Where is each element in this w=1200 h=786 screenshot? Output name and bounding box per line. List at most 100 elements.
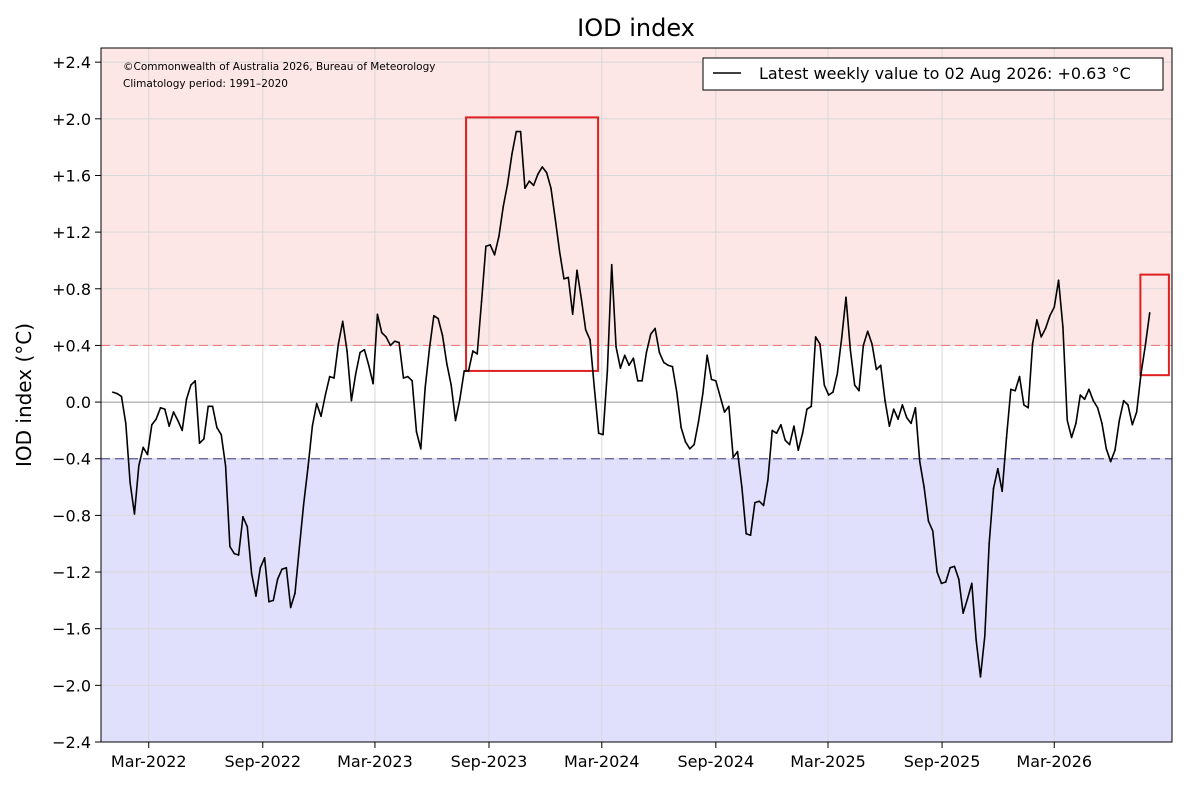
- data-point: [957, 578, 960, 580]
- y-tick-label: −0.4: [52, 450, 91, 469]
- data-point: [554, 218, 557, 221]
- data-point: [506, 183, 509, 185]
- data-point: [710, 378, 713, 381]
- data-point: [255, 595, 257, 597]
- data-point: [450, 384, 452, 386]
- data-point: [840, 337, 843, 340]
- data-point: [341, 320, 344, 323]
- data-point: [337, 343, 340, 345]
- data-point: [1079, 394, 1082, 396]
- data-point: [272, 599, 275, 602]
- data-point: [172, 411, 175, 413]
- data-point: [216, 426, 218, 429]
- data-point: [649, 333, 652, 335]
- data-point: [619, 367, 622, 369]
- x-tick-label: Mar-2023: [337, 752, 413, 771]
- data-point: [415, 431, 418, 433]
- data-point: [775, 432, 778, 435]
- data-point: [936, 571, 938, 573]
- data-point: [1023, 404, 1025, 406]
- data-point: [658, 351, 661, 354]
- data-point: [866, 330, 869, 333]
- data-point: [780, 423, 782, 426]
- data-point: [675, 391, 678, 393]
- data-point: [884, 399, 886, 402]
- data-point: [1036, 319, 1038, 321]
- data-point: [263, 557, 266, 559]
- data-point: [168, 425, 170, 427]
- data-point: [788, 443, 791, 446]
- data-point: [944, 581, 947, 583]
- x-tick-label: Sep-2023: [451, 752, 528, 771]
- data-point: [858, 389, 860, 392]
- data-point: [1092, 399, 1095, 402]
- data-point: [194, 380, 197, 382]
- data-point: [654, 327, 656, 330]
- data-point: [541, 166, 544, 168]
- y-tick-label: −0.8: [52, 506, 91, 525]
- data-point: [185, 398, 188, 401]
- x-tick-label: Sep-2024: [678, 752, 755, 771]
- data-point: [285, 566, 288, 569]
- data-point: [836, 372, 839, 375]
- data-point: [662, 361, 665, 364]
- data-point: [511, 153, 513, 156]
- data-point: [276, 578, 279, 580]
- data-point: [315, 402, 318, 405]
- data-point: [771, 429, 774, 432]
- data-point: [393, 340, 396, 342]
- data-points: [111, 130, 1151, 678]
- data-point: [190, 384, 192, 386]
- data-point: [220, 433, 223, 436]
- data-point: [307, 466, 309, 469]
- y-tick-label: +2.0: [52, 110, 91, 129]
- data-point: [901, 404, 904, 406]
- data-point: [832, 391, 834, 393]
- data-point: [281, 568, 283, 571]
- data-point: [1031, 343, 1034, 345]
- x-axis-ticks: Mar-2022 Sep-2022 Mar-2023 Sep-2023 Mar-2024…: [111, 742, 1092, 771]
- data-point: [845, 296, 847, 299]
- data-point: [1144, 344, 1147, 347]
- data-point: [767, 479, 769, 481]
- data-point: [597, 432, 600, 435]
- data-point: [1018, 375, 1021, 378]
- data-point: [1096, 406, 1099, 409]
- data-point: [1057, 279, 1060, 282]
- data-point: [433, 314, 435, 317]
- data-point: [797, 449, 800, 452]
- data-point: [715, 380, 717, 382]
- data-point: [736, 450, 739, 453]
- data-point: [198, 442, 201, 444]
- data-point: [237, 554, 240, 556]
- data-point: [719, 395, 721, 398]
- data-point: [298, 547, 301, 549]
- data-point: [181, 429, 183, 432]
- data-point: [819, 343, 821, 345]
- data-point: [962, 612, 964, 614]
- data-point: [1101, 422, 1103, 425]
- data-point: [159, 406, 162, 409]
- x-tick-label: Sep-2025: [904, 752, 981, 771]
- data-point: [1135, 411, 1138, 413]
- data-point: [589, 338, 591, 341]
- data-point: [333, 377, 335, 379]
- data-point: [320, 415, 322, 418]
- data-point: [207, 405, 210, 408]
- data-point: [164, 408, 166, 410]
- data-point: [584, 329, 587, 331]
- data-point: [814, 336, 817, 338]
- data-point: [524, 187, 526, 190]
- data-point: [324, 394, 327, 396]
- data-point: [129, 482, 131, 484]
- y-tick-label: −2.4: [52, 733, 91, 752]
- data-point: [1049, 314, 1051, 317]
- data-point: [623, 354, 626, 357]
- y-tick-label: +0.8: [52, 280, 91, 299]
- data-point: [888, 425, 891, 427]
- y-tick-label: −1.6: [52, 620, 91, 639]
- data-point: [294, 592, 296, 595]
- data-point: [628, 364, 630, 367]
- data-point: [489, 244, 492, 246]
